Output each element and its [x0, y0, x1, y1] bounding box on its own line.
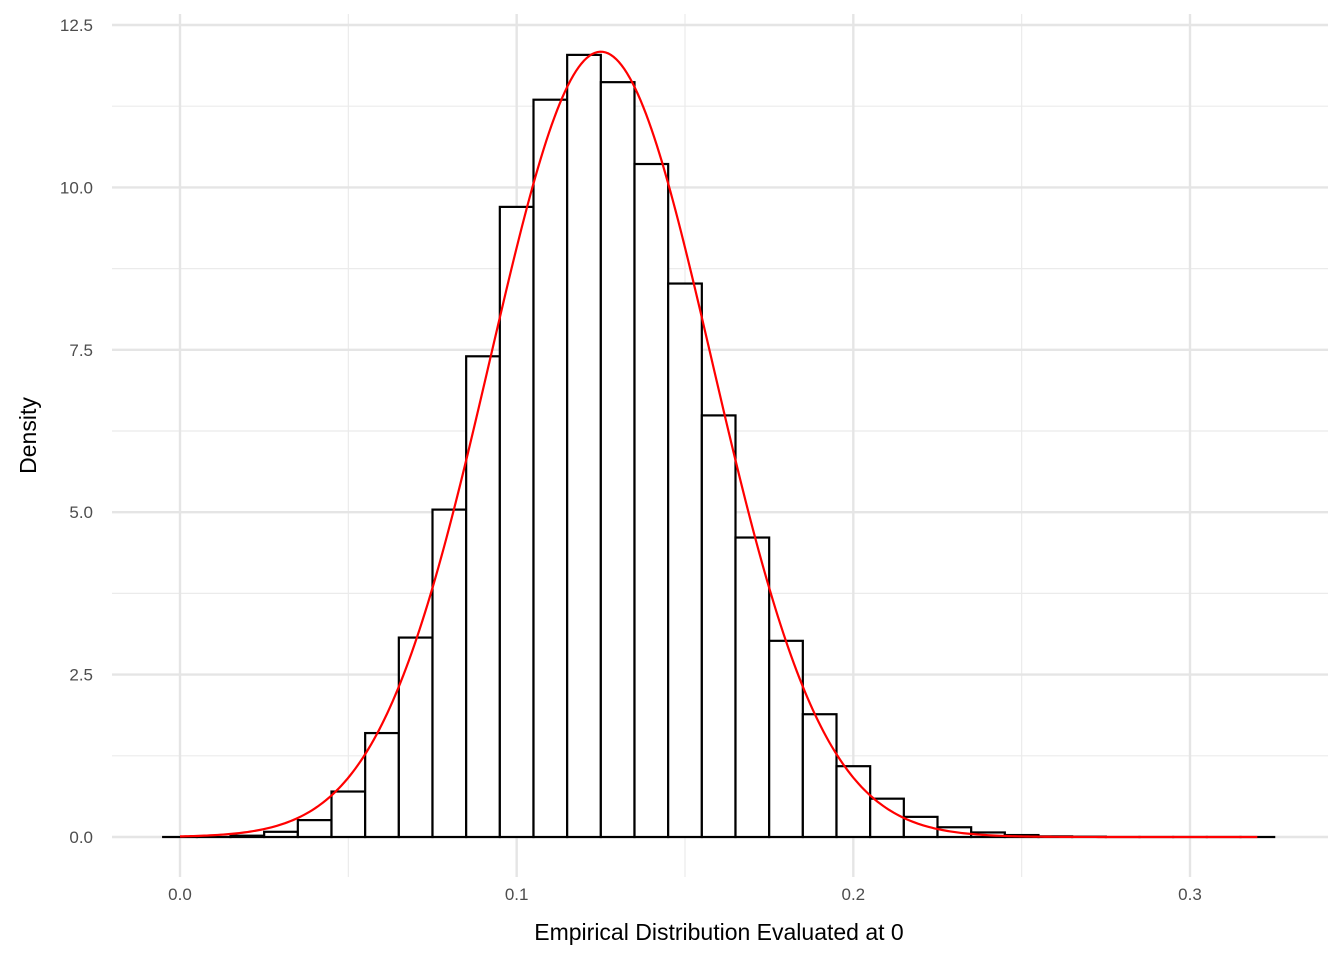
- x-tick-label: 0.3: [1178, 885, 1202, 904]
- y-tick-label: 7.5: [69, 341, 93, 360]
- histogram-bar-4: [296, 819, 333, 839]
- histogram-bar-21: [869, 797, 905, 839]
- histogram-bar-8: [431, 508, 468, 839]
- x-tick-label: 0.1: [505, 885, 529, 904]
- histogram-bar-12: [566, 53, 602, 839]
- x-axis-title: Empirical Distribution Evaluated at 0: [534, 919, 903, 945]
- y-tick-label: 5.0: [69, 503, 93, 522]
- histogram-bar-15: [667, 282, 703, 839]
- y-tick-label: 10.0: [60, 178, 93, 197]
- histogram-bar-14: [633, 162, 670, 839]
- x-tick-label: 0.2: [842, 885, 866, 904]
- histogram-bar-10: [498, 205, 535, 839]
- y-tick-label: 12.5: [60, 16, 93, 35]
- density-curve-layer: [179, 50, 1258, 839]
- histogram-bar-11: [532, 98, 569, 839]
- histogram-bar-19: [801, 713, 838, 839]
- histogram-bar-18: [768, 639, 804, 839]
- y-tick-label: 2.5: [69, 666, 93, 685]
- histogram-bar-7: [397, 636, 434, 839]
- histogram-bar-17: [734, 536, 771, 839]
- histogram-bar-13: [599, 81, 636, 839]
- x-axis-tick-labels: 0.0 0.1 0.2 0.3: [168, 885, 1202, 904]
- histogram-bar-5: [330, 790, 367, 839]
- histogram-bar-6: [364, 731, 400, 839]
- density-curve-line: [179, 50, 1258, 839]
- histogram-bars: [162, 53, 1276, 839]
- histogram-bar-2: [229, 834, 266, 839]
- histogram-bar-9: [465, 355, 501, 839]
- histogram-bar-3: [263, 830, 299, 839]
- y-tick-label: 0.0: [69, 828, 93, 847]
- histogram-bar-16: [700, 414, 737, 839]
- y-axis-tick-labels: 0.0 2.5 5.0 7.5 10.0 12.5: [60, 16, 93, 847]
- y-axis-title: Density: [15, 397, 41, 474]
- x-tick-label: 0.0: [168, 885, 192, 904]
